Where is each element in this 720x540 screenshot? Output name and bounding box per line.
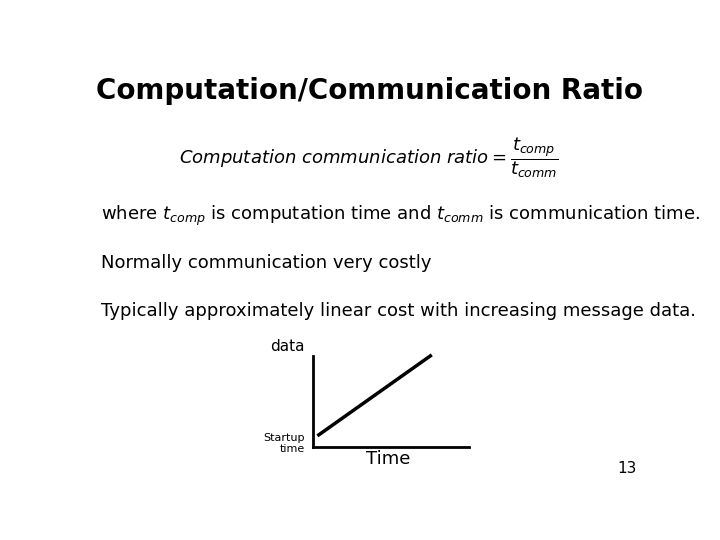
Text: data: data: [270, 339, 305, 354]
Text: Typically approximately linear cost with increasing message data.: Typically approximately linear cost with…: [101, 302, 696, 320]
Text: 13: 13: [618, 462, 637, 476]
Text: Computation/Communication Ratio: Computation/Communication Ratio: [96, 77, 642, 105]
Text: Startup
time: Startup time: [264, 433, 305, 454]
Text: where $t_{comp}$ is computation time and $t_{comm}$ is communication time.: where $t_{comp}$ is computation time and…: [101, 204, 701, 228]
Text: $\mathit{Computation\ communication\ ratio} = \dfrac{t_{comp}}{t_{comm}}$: $\mathit{Computation\ communication\ rat…: [179, 136, 559, 180]
Text: Normally communication very costly: Normally communication very costly: [101, 254, 432, 272]
Text: Time: Time: [366, 450, 410, 468]
